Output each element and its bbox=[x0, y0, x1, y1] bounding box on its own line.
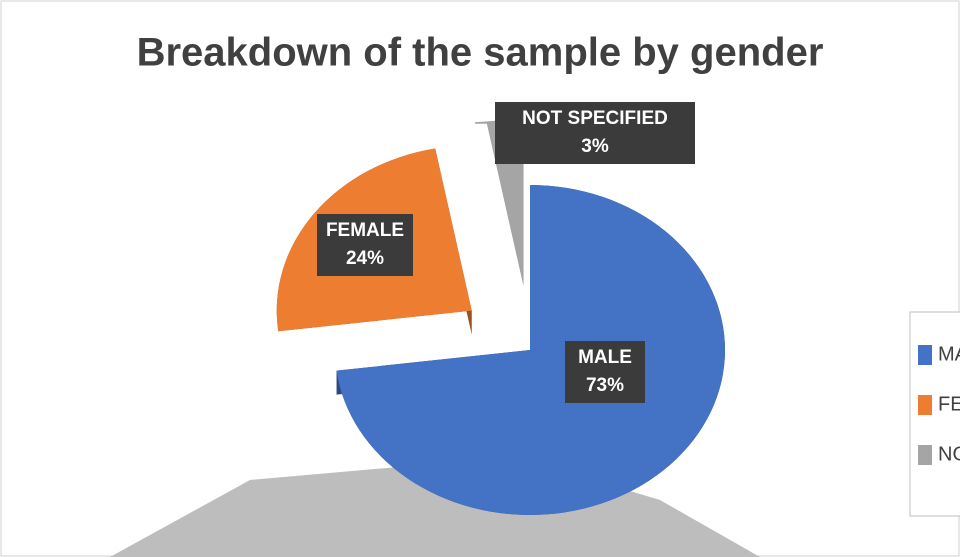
label-box bbox=[317, 214, 413, 276]
data-label: 3% bbox=[581, 136, 609, 157]
legend-label: FEMALE bbox=[938, 393, 960, 415]
legend-swatch bbox=[918, 445, 932, 465]
data-label-category: NOT SPECIFIED bbox=[522, 108, 668, 129]
legend-swatch bbox=[918, 395, 932, 415]
data-label: 73% bbox=[586, 375, 624, 396]
label-box bbox=[565, 341, 645, 403]
legend-swatch bbox=[918, 345, 932, 365]
data-label-category: MALE bbox=[578, 347, 632, 368]
slice bbox=[336, 185, 725, 515]
chart-title: Breakdown of the sample by gender bbox=[137, 31, 824, 75]
legend-label: MALE bbox=[938, 343, 960, 365]
legend-label: NOT SPECIFIED bbox=[938, 443, 960, 465]
label-box bbox=[495, 102, 695, 164]
data-label: 24% bbox=[346, 248, 384, 269]
data-label-category: FEMALE bbox=[326, 220, 404, 241]
